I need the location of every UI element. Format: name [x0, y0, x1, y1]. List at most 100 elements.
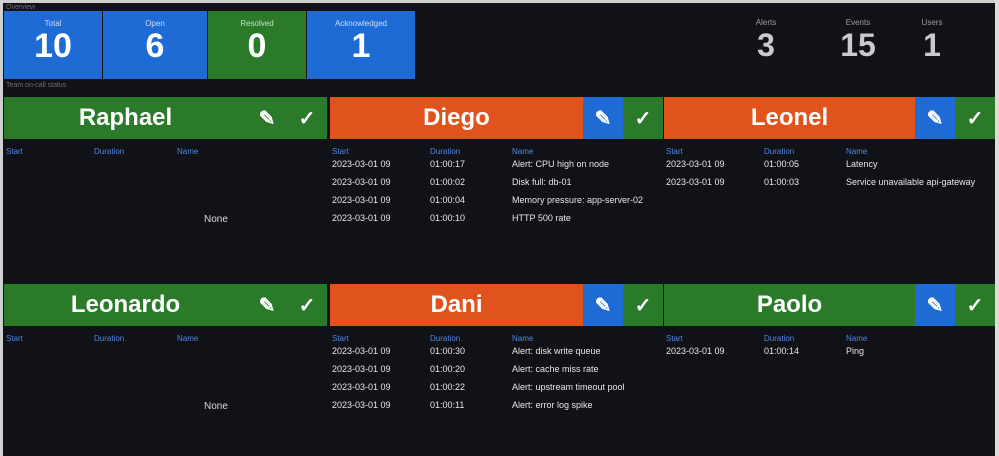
empty-label: None: [204, 401, 228, 412]
cell-name: Disk full: db-01: [512, 177, 572, 187]
cell-start: 2023-03-01 09: [332, 346, 391, 356]
panel-paolo: Paolo ✎ ✓ Start Duration Name 2023-03-01…: [664, 284, 995, 454]
cell-name: Alert: upstream timeout pool: [512, 382, 625, 392]
cell-duration: 01:00:17: [430, 159, 466, 169]
panel-title-dani[interactable]: Dani: [330, 284, 583, 326]
metric-users: Users 1: [910, 18, 954, 63]
metric-events: Events 15: [836, 18, 880, 63]
window-right-edge: [995, 0, 999, 456]
cell-name: HTTP 500 rate: [512, 213, 571, 223]
col-name[interactable]: Name: [846, 147, 868, 156]
col-duration[interactable]: Duration: [430, 334, 461, 343]
window-top-edge: [0, 0, 999, 3]
check-icon[interactable]: ✓: [287, 284, 327, 326]
edit-icon[interactable]: ✎: [247, 284, 287, 326]
panel-leonardo: Leonardo ✎ ✓ Start Duration Name None: [4, 284, 329, 454]
cell-duration: 01:00:10: [430, 213, 466, 223]
col-duration[interactable]: Duration: [430, 147, 461, 156]
stat-acknowledged[interactable]: Acknowledged 1: [307, 11, 415, 79]
edit-icon[interactable]: ✎: [915, 97, 955, 139]
edit-icon[interactable]: ✎: [583, 284, 623, 326]
panel-raphael: Raphael ✎ ✓ Start Duration Name None: [4, 97, 329, 267]
metric-alerts: Alerts 3: [744, 18, 788, 63]
check-icon[interactable]: ✓: [623, 97, 663, 139]
cell-duration: 01:00:03: [764, 177, 800, 187]
metric-events-value: 15: [840, 27, 876, 63]
cell-name: Memory pressure: app-server-02: [512, 195, 644, 205]
cell-name: Service unavailable api-gateway: [846, 177, 976, 187]
metric-events-label: Events: [845, 18, 871, 27]
cell-start: 2023-03-01 09: [666, 159, 725, 169]
metric-users-value: 1: [923, 27, 941, 63]
col-name[interactable]: Name: [177, 147, 199, 156]
col-start[interactable]: Start: [666, 334, 683, 343]
check-icon[interactable]: ✓: [955, 97, 995, 139]
stat-open-label: Open: [145, 19, 165, 28]
cell-duration: 01:00:20: [430, 364, 466, 374]
col-start[interactable]: Start: [332, 147, 349, 156]
panel-title-raphael[interactable]: Raphael: [4, 97, 247, 139]
row-label: Team on-call status: [6, 82, 67, 89]
col-duration[interactable]: Duration: [94, 147, 125, 156]
metric-alerts-value: 3: [757, 27, 775, 63]
check-icon[interactable]: ✓: [287, 97, 327, 139]
col-duration[interactable]: Duration: [764, 147, 795, 156]
col-start[interactable]: Start: [666, 147, 683, 156]
window-left-edge: [0, 0, 3, 456]
metric-users-label: Users: [921, 18, 943, 27]
col-name[interactable]: Name: [846, 334, 868, 343]
stat-resolved[interactable]: Resolved 0: [208, 11, 306, 79]
stat-open-value: 6: [145, 27, 165, 65]
col-start[interactable]: Start: [6, 147, 23, 156]
col-name[interactable]: Name: [512, 147, 534, 156]
cell-start: 2023-03-01 09: [332, 195, 391, 205]
empty-label: None: [204, 214, 228, 225]
cell-duration: 01:00:14: [764, 346, 800, 356]
check-icon[interactable]: ✓: [955, 284, 995, 326]
cell-start: 2023-03-01 09: [666, 177, 725, 187]
cell-name: Alert: CPU high on node: [512, 159, 610, 169]
cell-name: Alert: disk write queue: [512, 346, 601, 356]
cell-start: 2023-03-01 09: [332, 382, 391, 392]
metric-alerts-label: Alerts: [755, 18, 777, 27]
col-duration[interactable]: Duration: [764, 334, 795, 343]
stat-resolved-label: Resolved: [240, 19, 274, 28]
col-duration[interactable]: Duration: [94, 334, 125, 343]
panel-title-leonardo[interactable]: Leonardo: [4, 284, 247, 326]
cell-duration: 01:00:11: [430, 400, 465, 410]
stat-open[interactable]: Open 6: [103, 11, 207, 79]
panel-title-leonel[interactable]: Leonel: [664, 97, 915, 139]
col-name[interactable]: Name: [512, 334, 534, 343]
cell-start: 2023-03-01 09: [332, 364, 391, 374]
cell-start: 2023-03-01 09: [332, 159, 391, 169]
cell-start: 2023-03-01 09: [332, 400, 391, 410]
panel-title-diego[interactable]: Diego: [330, 97, 583, 139]
cell-start: 2023-03-01 09: [332, 213, 391, 223]
panel-diego: Diego ✎ ✓ Start Duration Name 2023-03-01…: [330, 97, 663, 267]
col-name[interactable]: Name: [177, 334, 199, 343]
cell-name: Alert: error log spike: [512, 400, 593, 410]
col-start[interactable]: Start: [332, 334, 349, 343]
panel-leonel: Leonel ✎ ✓ Start Duration Name 2023-03-0…: [664, 97, 995, 267]
edit-icon[interactable]: ✎: [247, 97, 287, 139]
cell-duration: 01:00:02: [430, 177, 466, 187]
stat-resolved-value: 0: [247, 27, 267, 65]
check-icon[interactable]: ✓: [623, 284, 663, 326]
stat-acknowledged-value: 1: [351, 27, 371, 65]
cell-duration: 01:00:04: [430, 195, 466, 205]
cell-start: 2023-03-01 09: [332, 177, 391, 187]
cell-start: 2023-03-01 09: [666, 346, 725, 356]
cell-name: Alert: cache miss rate: [512, 364, 599, 374]
edit-icon[interactable]: ✎: [915, 284, 955, 326]
cell-duration: 01:00:05: [764, 159, 800, 169]
stat-total[interactable]: Total 10: [4, 11, 102, 79]
section-label: Overview: [6, 4, 36, 11]
cell-duration: 01:00:30: [430, 346, 466, 356]
stat-acknowledged-label: Acknowledged: [334, 19, 388, 28]
stat-total-label: Total: [44, 19, 62, 28]
cell-name: Ping: [846, 346, 865, 356]
edit-icon[interactable]: ✎: [583, 97, 623, 139]
col-start[interactable]: Start: [6, 334, 23, 343]
panel-title-paolo[interactable]: Paolo: [664, 284, 915, 326]
cell-name: Latency: [846, 159, 878, 169]
